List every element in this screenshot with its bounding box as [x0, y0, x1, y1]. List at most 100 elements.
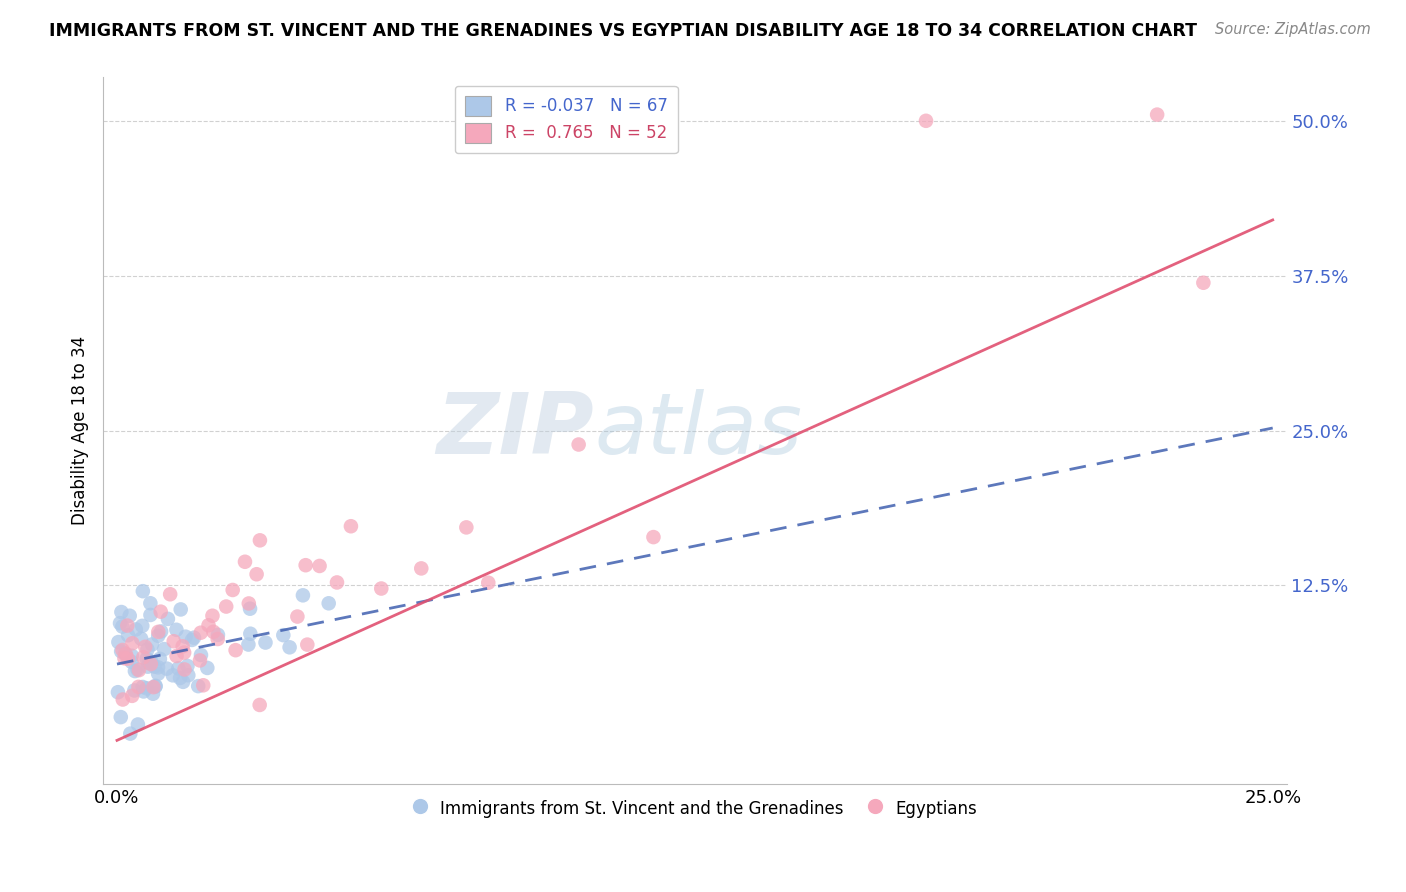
Point	[110, 605, 132, 619]
Point	[124, 664, 146, 678]
Point	[159, 587, 181, 601]
Point	[370, 582, 392, 596]
Point	[121, 636, 143, 650]
Point	[340, 519, 363, 533]
Point	[107, 685, 129, 699]
Point	[121, 655, 143, 669]
Point	[120, 726, 142, 740]
Point	[107, 635, 129, 649]
Point	[239, 626, 262, 640]
Point	[1192, 276, 1215, 290]
Point	[201, 608, 224, 623]
Point	[118, 608, 141, 623]
Point	[110, 710, 132, 724]
Point	[207, 628, 229, 642]
Point	[167, 661, 190, 675]
Point	[915, 113, 938, 128]
Point	[273, 628, 295, 642]
Point	[132, 684, 155, 698]
Point	[169, 671, 191, 685]
Point	[183, 631, 205, 645]
Point	[146, 666, 169, 681]
Point	[278, 640, 301, 655]
Point	[131, 619, 153, 633]
Point	[121, 648, 143, 663]
Point	[249, 533, 271, 548]
Point	[291, 588, 314, 602]
Point	[411, 561, 433, 575]
Point	[215, 599, 238, 614]
Point	[456, 520, 478, 534]
Point	[149, 605, 172, 619]
Point	[150, 624, 173, 639]
Point	[127, 717, 149, 731]
Point	[139, 657, 162, 671]
Point	[172, 674, 194, 689]
Point	[174, 630, 197, 644]
Point	[254, 635, 277, 649]
Point	[142, 680, 165, 694]
Point	[156, 612, 179, 626]
Text: ZIP: ZIP	[437, 389, 595, 472]
Point	[197, 618, 219, 632]
Point	[135, 681, 157, 696]
Point	[125, 623, 148, 637]
Point	[294, 558, 316, 573]
Point	[134, 640, 156, 654]
Point	[145, 680, 167, 694]
Point	[139, 655, 162, 669]
Point	[149, 652, 172, 666]
Point	[177, 668, 200, 682]
Point	[136, 659, 159, 673]
Point	[142, 687, 165, 701]
Point	[225, 643, 247, 657]
Point	[173, 663, 195, 677]
Point	[246, 567, 269, 582]
Point	[643, 530, 665, 544]
Point	[221, 582, 243, 597]
Point	[128, 663, 150, 677]
Point	[148, 624, 170, 639]
Point	[568, 437, 591, 451]
Point	[176, 659, 198, 673]
Point	[188, 653, 211, 667]
Point	[117, 652, 139, 666]
Point	[170, 602, 193, 616]
Point	[132, 650, 155, 665]
Point	[190, 648, 212, 662]
Point	[138, 656, 160, 670]
Point	[233, 555, 256, 569]
Point	[187, 679, 209, 693]
Point	[239, 601, 262, 615]
Point	[114, 647, 136, 661]
Point	[117, 628, 139, 642]
Point	[165, 623, 187, 637]
Point	[114, 651, 136, 665]
Point	[143, 659, 166, 673]
Point	[1146, 107, 1168, 121]
Point	[117, 618, 139, 632]
Point	[141, 638, 163, 652]
Point	[110, 644, 132, 658]
Point	[297, 638, 319, 652]
Point	[308, 558, 330, 573]
Point	[318, 596, 340, 610]
Point	[249, 698, 271, 712]
Point	[193, 678, 215, 692]
Point	[190, 625, 212, 640]
Point	[162, 668, 184, 682]
Point	[132, 584, 155, 599]
Point	[124, 683, 146, 698]
Point	[202, 624, 225, 639]
Point	[195, 661, 218, 675]
Point	[287, 609, 309, 624]
Point	[156, 662, 179, 676]
Point	[172, 640, 194, 654]
Point	[326, 575, 349, 590]
Point	[145, 679, 167, 693]
Point	[238, 638, 260, 652]
Point	[238, 597, 260, 611]
Point	[108, 616, 131, 631]
Point	[146, 660, 169, 674]
Point	[121, 689, 143, 703]
